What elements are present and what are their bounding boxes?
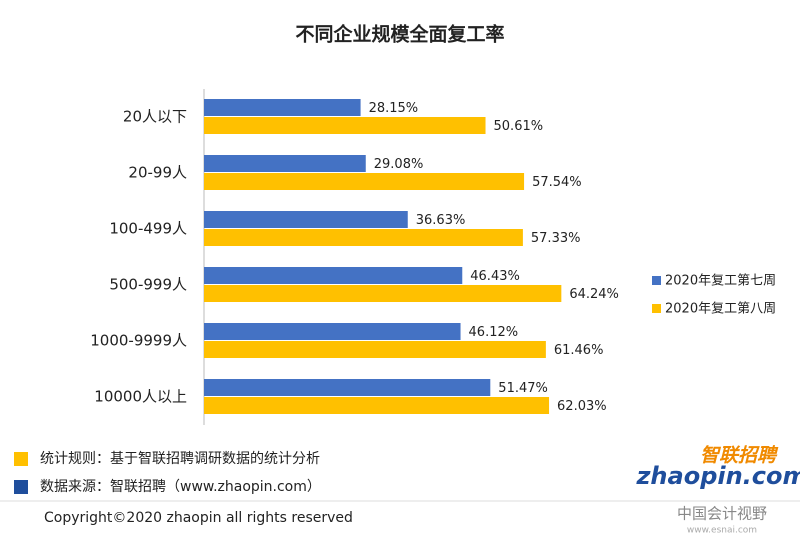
- chart-title: 不同企业规模全面复工率: [295, 23, 504, 46]
- note-text: 数据来源：智联招聘（www.zhaopin.com）: [40, 479, 321, 495]
- value-label: 28.15%: [369, 101, 419, 116]
- value-label: 46.12%: [469, 325, 519, 340]
- value-label: 46.43%: [470, 269, 520, 284]
- watermark-url: www.esnai.com: [687, 526, 757, 536]
- bar: [204, 211, 408, 228]
- bar: [204, 323, 461, 340]
- bar: [204, 285, 562, 302]
- bar: [204, 341, 546, 358]
- copyright: Copyright©2020 zhaopin all rights reserv…: [44, 510, 353, 526]
- legend-swatch: [652, 276, 661, 285]
- note-swatch: [14, 480, 28, 494]
- category-label: 20-99人: [128, 164, 187, 182]
- logo-name: 智联招聘: [700, 445, 779, 467]
- legend-label: 2020年复工第八周: [665, 302, 776, 317]
- value-label: 61.46%: [554, 343, 604, 358]
- bar: [204, 397, 550, 414]
- value-label: 57.33%: [531, 231, 581, 246]
- value-label: 50.61%: [494, 119, 544, 134]
- bar: [204, 267, 463, 284]
- value-label: 36.63%: [416, 213, 466, 228]
- bar: [204, 155, 366, 172]
- value-label: 57.54%: [532, 175, 582, 190]
- value-label: 51.47%: [498, 381, 548, 396]
- bar: [204, 173, 525, 190]
- category-label: 20人以下: [123, 108, 187, 126]
- category-label: 500-999人: [109, 276, 187, 294]
- bar: [204, 117, 486, 134]
- note-text: 统计规则：基于智联招聘调研数据的统计分析: [40, 450, 320, 467]
- legend-label: 2020年复工第七周: [665, 274, 776, 289]
- value-label: 62.03%: [557, 399, 607, 414]
- bar: [204, 229, 523, 246]
- value-label: 64.24%: [569, 287, 619, 302]
- watermark-name: 中国会计视野: [677, 505, 767, 523]
- category-label: 100-499人: [109, 220, 187, 238]
- category-label: 1000-9999人: [90, 332, 187, 350]
- value-label: 29.08%: [374, 157, 424, 172]
- note-swatch: [14, 452, 28, 466]
- logo-url: zhaopin.com: [635, 462, 800, 490]
- bar: [204, 99, 361, 116]
- bar: [204, 379, 491, 396]
- category-label: 10000人以上: [94, 388, 187, 406]
- legend-swatch: [652, 304, 661, 313]
